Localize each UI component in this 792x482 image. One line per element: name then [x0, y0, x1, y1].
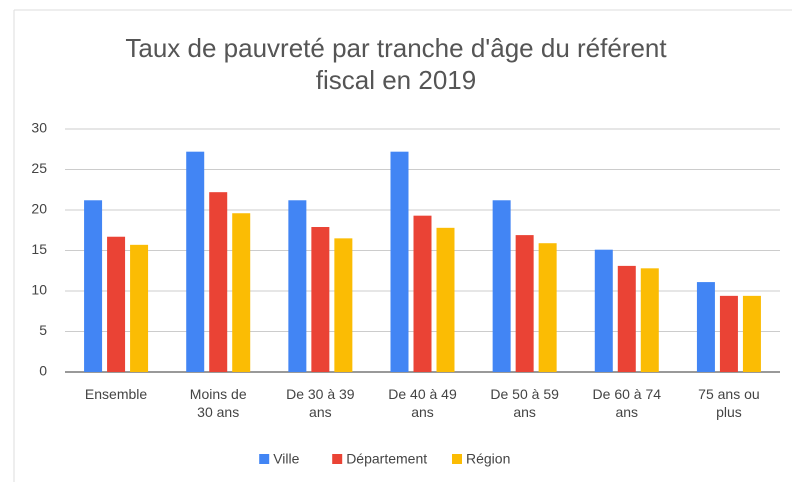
x-tick-label: De 30 à 39 ans [286, 386, 355, 420]
bar [130, 244, 149, 372]
legend-swatch [332, 454, 343, 464]
y-tick-label: 10 [31, 282, 47, 298]
x-tick-label: De 40 à 49 ans [388, 386, 457, 420]
bar [413, 215, 432, 372]
bar [640, 268, 659, 372]
legend-swatch [452, 454, 462, 464]
y-tick-label: 0 [39, 363, 47, 379]
bar [334, 238, 353, 372]
legend-label: Département [346, 451, 427, 467]
bar [186, 151, 205, 372]
y-tick-label: 25 [31, 160, 47, 176]
chart-title: Taux de pauvreté par tranche d'âge du ré… [125, 33, 667, 95]
y-tick-label: 30 [31, 120, 47, 136]
bar [515, 235, 534, 372]
x-tick-label: Ensemble [84, 386, 148, 402]
y-tick-label: 15 [31, 241, 47, 257]
bar [84, 200, 103, 372]
bar [232, 213, 251, 372]
bar [288, 200, 307, 372]
bar [538, 243, 557, 372]
x-tick-label: Moins de 30 ans [189, 386, 247, 420]
bar [492, 200, 511, 372]
bar [209, 192, 228, 372]
legend-swatch [259, 454, 270, 464]
x-tick-label: 75 ans ou plus [698, 386, 760, 420]
bar [390, 151, 409, 372]
bar [617, 265, 636, 372]
x-tick-label: De 50 à 59 ans [490, 386, 559, 420]
bar [107, 236, 126, 372]
legend-label: Ville [273, 451, 299, 467]
bar [696, 282, 715, 372]
y-tick-label: 20 [31, 201, 47, 217]
bar [311, 227, 330, 372]
bar [742, 295, 761, 372]
bar [594, 249, 613, 372]
bar [719, 295, 738, 372]
legend-label: Région [466, 451, 510, 467]
y-tick-label: 5 [39, 322, 47, 338]
bar [436, 227, 455, 372]
x-tick-label: De 60 à 74 ans [592, 386, 662, 420]
